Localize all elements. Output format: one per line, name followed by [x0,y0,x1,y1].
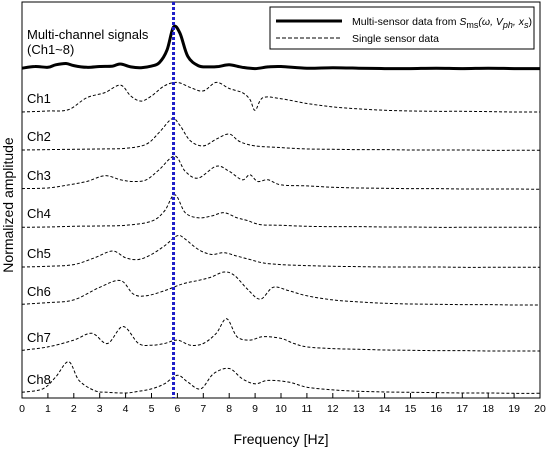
legend-multi-sensor-label: Multi-sensor data from Sms(ω, Vph, xs) [352,16,532,30]
series-ch3 [21,155,541,190]
x-tick-label: 16 [431,403,443,415]
x-tick-label: 11 [301,403,312,415]
series-ch8 [21,361,541,394]
series-layer [21,24,541,394]
x-tick-label: 2 [71,403,77,415]
series-ch5 [21,234,541,268]
x-tick-label: 7 [200,403,206,415]
label-ch2: Ch2 [27,129,51,144]
x-tick-label: 20 [534,403,546,415]
x-tick-label: 1 [45,403,51,415]
x-tick-label: 8 [226,403,232,415]
channel-labels: Ch1 Ch2 Ch3 Ch4 Ch5 Ch6 Ch7 Ch8 [27,91,51,387]
legend-single-sensor-label: Single sensor data [352,33,439,45]
series-ch7 [21,318,540,352]
legend: Multi-sensor data from Sms(ω, Vph, xs) S… [269,6,535,50]
label-ch5: Ch5 [27,246,51,261]
x-tick-label: 12 [327,403,339,415]
x-tick-label: 10 [275,403,287,415]
label-ch6: Ch6 [27,284,51,299]
x-tick-label: 3 [97,403,103,415]
series-multi-sensor [21,24,541,71]
label-ch8: Ch8 [27,372,51,387]
series-ch6 [21,271,540,306]
series-ch2 [21,118,540,151]
annotation-line2: (Ch1~8) [27,42,74,57]
x-tick-label: 14 [379,403,391,415]
x-tick-label: 17 [456,403,468,415]
label-ch1: Ch1 [27,91,51,106]
label-ch7: Ch7 [27,330,51,345]
label-ch4: Ch4 [27,206,51,221]
series-ch4 [21,194,540,228]
label-ch3: Ch3 [27,168,51,183]
x-tick-label: 18 [482,403,494,415]
annotation-line1: Multi-channel signals [27,27,149,42]
legend-box [269,6,535,50]
x-tick-label: 4 [123,403,129,415]
series-ch1 [21,81,540,113]
x-tick-label: 19 [508,403,520,415]
x-tick-label: 6 [174,403,180,415]
y-axis-label: Normalized amplitude [0,137,16,273]
x-axis-ticks: 0 1 2 3 4 5 6 7 8 9 10 11 12 13 14 15 16 17 18 19 20 [19,393,546,415]
x-tick-label: 9 [252,403,258,415]
x-tick-label: 15 [405,403,417,415]
x-tick-label: 5 [149,403,155,415]
x-tick-label: 0 [19,403,25,415]
x-tick-label: 13 [353,403,365,415]
x-axis-label: Frequency [Hz] [234,431,329,447]
